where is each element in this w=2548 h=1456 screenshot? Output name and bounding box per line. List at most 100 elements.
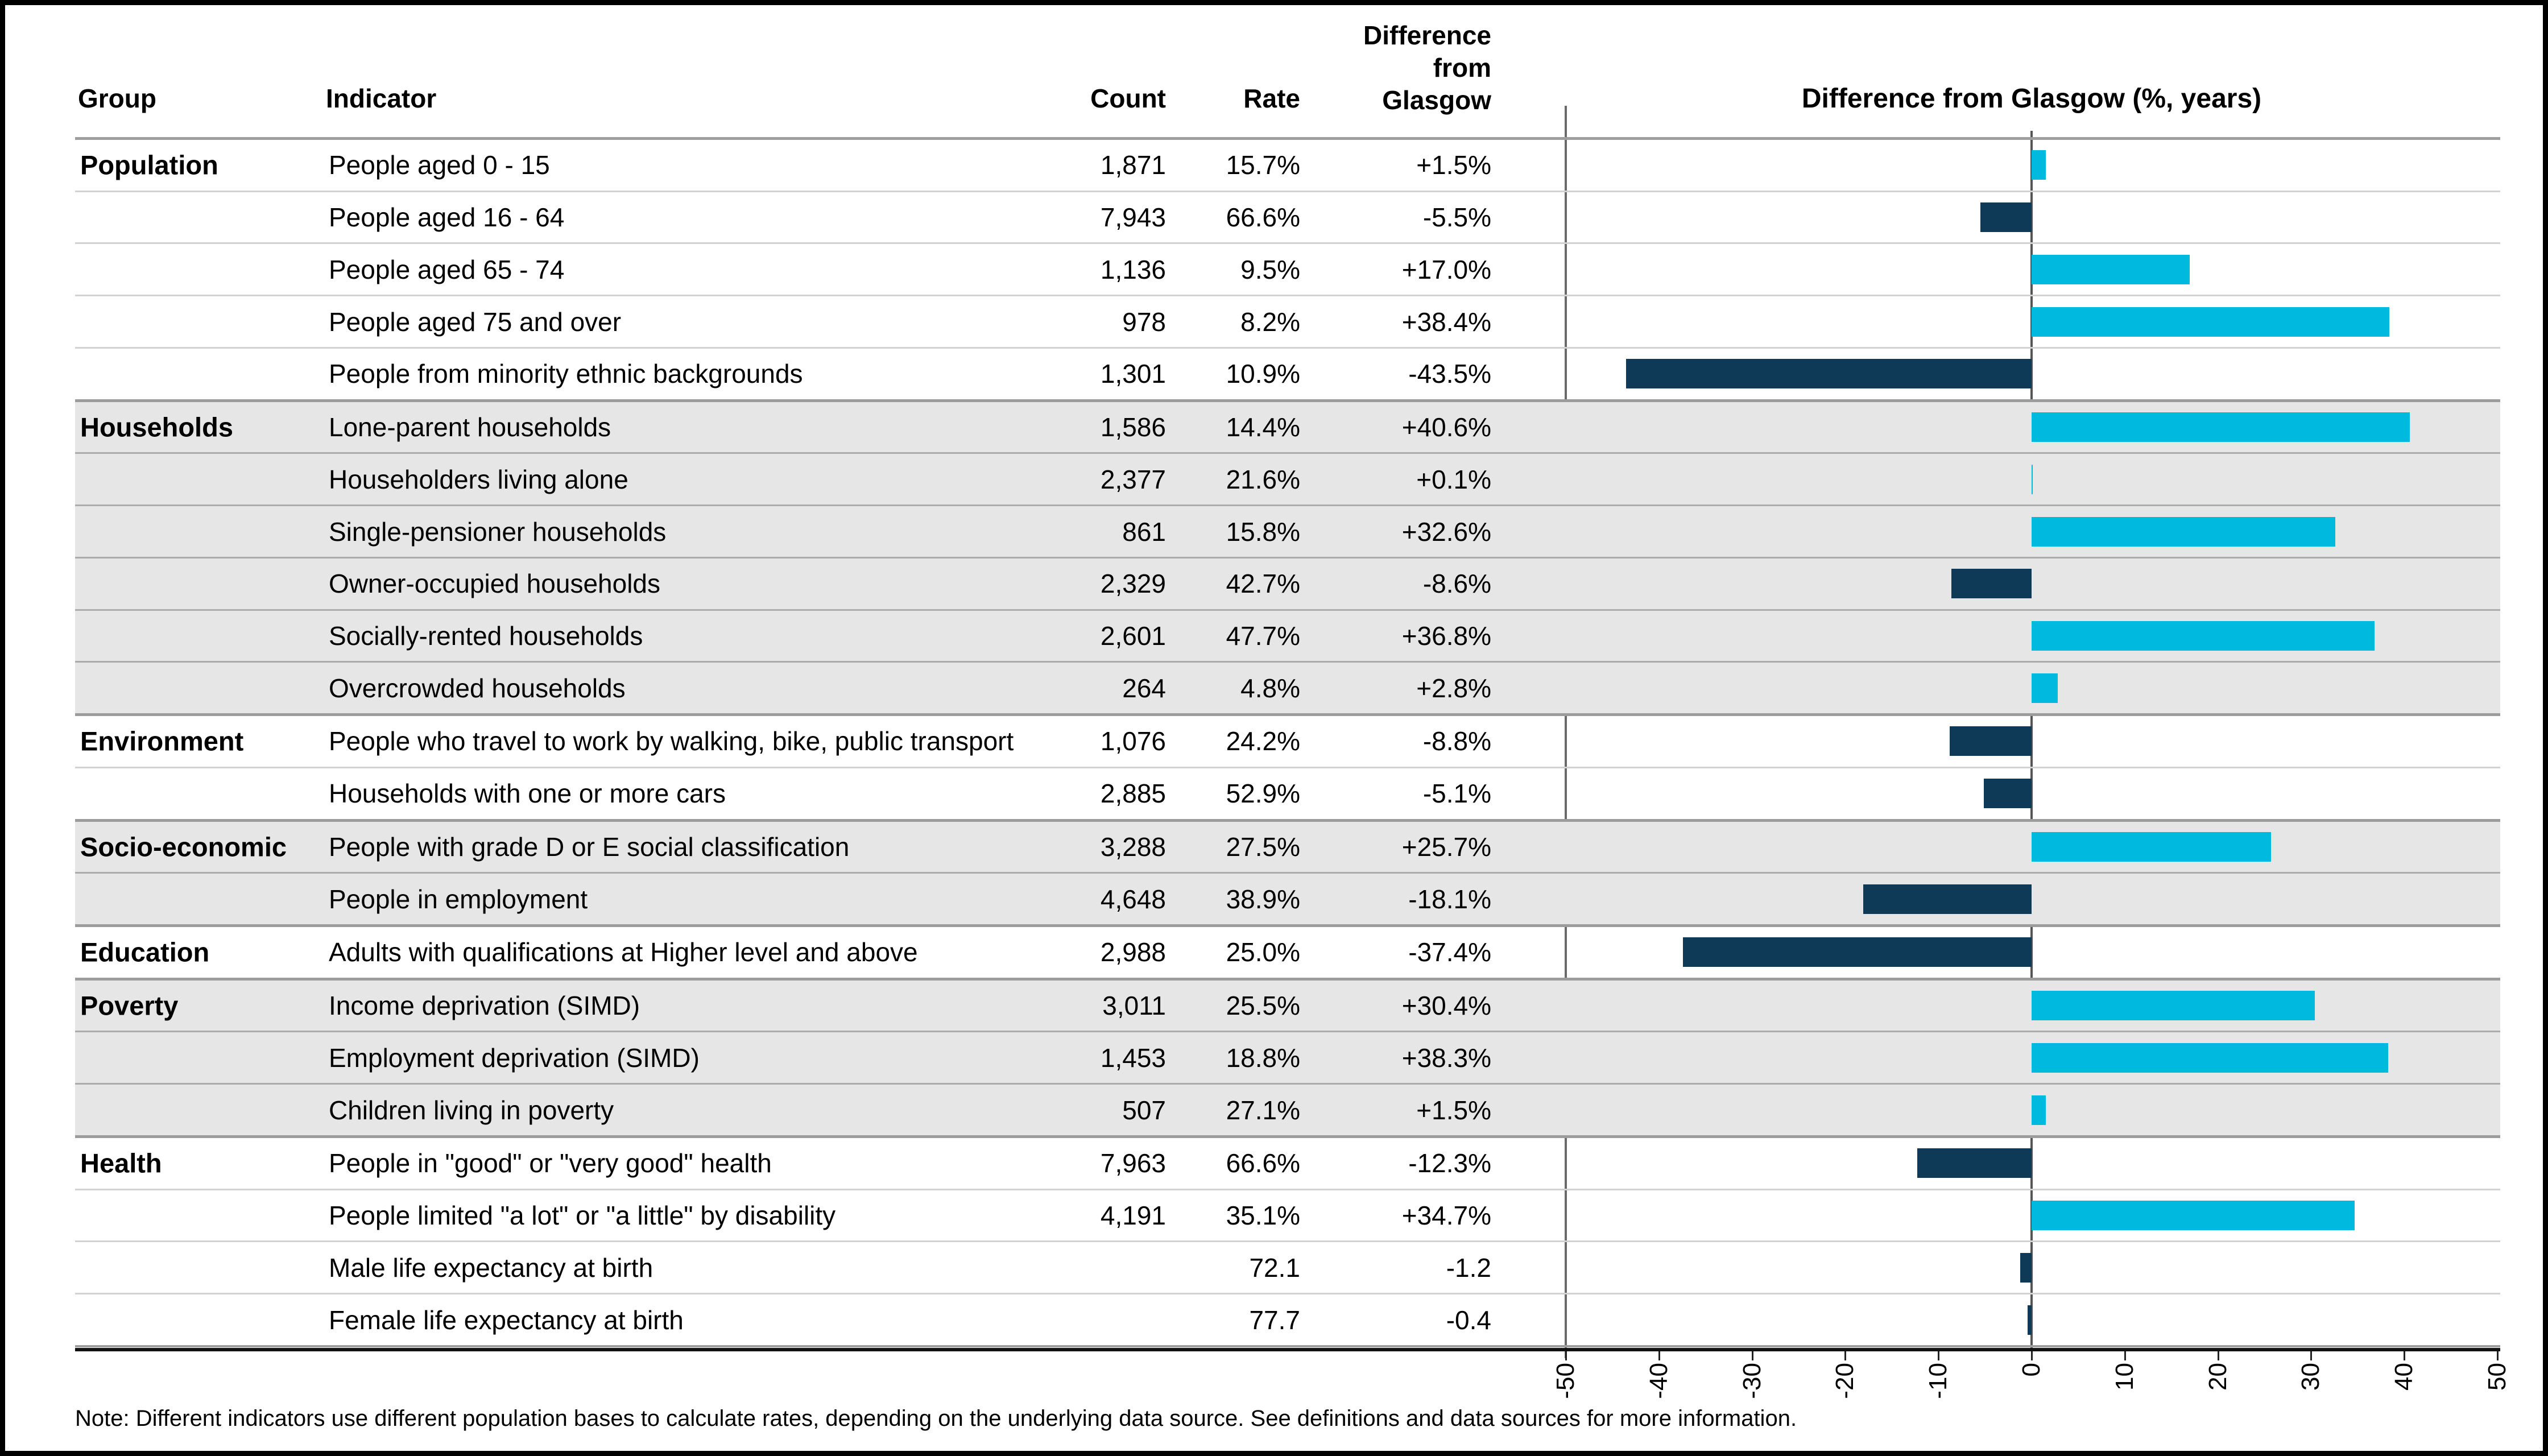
- difference-value: +40.6%: [1401, 412, 1491, 442]
- x-axis-tick: [2404, 1351, 2406, 1360]
- rate-value: 21.6%: [1226, 464, 1300, 494]
- indicator-label: Socially-rented households: [329, 621, 643, 651]
- count-value: 1,076: [1100, 726, 1166, 756]
- indicator-label: People aged 65 - 74: [329, 254, 565, 284]
- table-row: Male life expectancy at birth 72.1 -1.2: [75, 1240, 2500, 1293]
- count-value: 3,011: [1102, 991, 1166, 1021]
- x-axis-tick: [1565, 1351, 1567, 1360]
- rate-value: 42.7%: [1226, 569, 1300, 599]
- indicator-label: People with grade D or E social classifi…: [329, 832, 850, 862]
- rate-value: 10.9%: [1226, 359, 1300, 389]
- x-axis-tick-label: -30: [1738, 1363, 1766, 1399]
- count-value: 978: [1122, 307, 1166, 337]
- group-label: Poverty: [80, 990, 179, 1021]
- difference-bar: [2020, 1252, 2032, 1283]
- indicator-label: Single-pensioner households: [329, 516, 667, 547]
- table-row: Environment People who travel to work by…: [75, 713, 2500, 767]
- table-row: Education Adults with qualifications at …: [75, 924, 2500, 978]
- x-axis-tick-label: 30: [2297, 1363, 2325, 1391]
- indicator-label: Adults with qualifications at Higher lev…: [329, 937, 918, 967]
- count-value: 1,301: [1100, 359, 1166, 389]
- difference-bar: [1626, 359, 2032, 389]
- table-row: People aged 65 - 74 1,136 9.5% +17.0%: [75, 242, 2500, 295]
- group-label: Health: [80, 1148, 162, 1178]
- column-header-count: Count: [1090, 84, 1166, 113]
- profile-table: Population People aged 0 - 15 1,871 15.7…: [75, 137, 2500, 1345]
- x-axis-tick-label: 40: [2390, 1363, 2418, 1391]
- x-axis-tick: [1751, 1351, 1753, 1360]
- x-axis-tick: [1658, 1351, 1660, 1360]
- difference-value: +38.3%: [1401, 1043, 1491, 1073]
- table-row: Employment deprivation (SIMD) 1,453 18.8…: [75, 1031, 2500, 1083]
- x-axis-tick-label: -50: [1552, 1363, 1579, 1399]
- table-row: Householders living alone 2,377 21.6% +0…: [75, 452, 2500, 505]
- column-header-difference-line1: Difference: [1363, 20, 1491, 50]
- count-value: 1,136: [1100, 254, 1166, 284]
- difference-value: +25.7%: [1401, 832, 1491, 862]
- difference-value: -1.2: [1446, 1252, 1491, 1283]
- difference-bar: [2032, 254, 2190, 284]
- count-value: 4,648: [1100, 884, 1166, 914]
- indicator-label: People limited "a lot" or "a little" by …: [329, 1201, 836, 1231]
- chart-left-boundary-line: [1565, 106, 1567, 1358]
- count-value: 2,988: [1100, 937, 1166, 967]
- difference-bar: [2032, 673, 2058, 703]
- difference-bar: [2032, 412, 2410, 442]
- x-axis-tick-label: -40: [1644, 1363, 1673, 1399]
- rate-value: 18.8%: [1226, 1043, 1300, 1073]
- table-row: People limited "a lot" or "a little" by …: [75, 1188, 2500, 1241]
- rate-value: 25.5%: [1226, 991, 1300, 1021]
- difference-bar: [2032, 621, 2375, 651]
- difference-value: -37.4%: [1408, 937, 1491, 967]
- rate-value: 15.7%: [1226, 150, 1300, 180]
- x-axis-tick: [1844, 1351, 1847, 1360]
- table-row: Poverty Income deprivation (SIMD) 3,011 …: [75, 977, 2500, 1031]
- table-row: Health People in "good" or "very good" h…: [75, 1135, 2500, 1189]
- indicator-label: Income deprivation (SIMD): [329, 991, 640, 1021]
- count-value: 507: [1122, 1095, 1166, 1125]
- column-header-difference: Difference from Glasgow: [1298, 19, 1491, 117]
- count-value: 7,963: [1100, 1148, 1166, 1178]
- table-row: Children living in poverty 507 27.1% +1.…: [75, 1083, 2500, 1135]
- difference-value: -8.6%: [1422, 569, 1491, 599]
- count-value: 4,191: [1100, 1201, 1166, 1231]
- indicator-label: People aged 16 - 64: [329, 202, 565, 233]
- count-value: 861: [1122, 516, 1166, 547]
- table-row: Households with one or more cars 2,885 5…: [75, 766, 2500, 819]
- count-value: 3,288: [1100, 832, 1166, 862]
- difference-bar: [2032, 832, 2271, 862]
- x-axis-tick: [2497, 1351, 2499, 1360]
- x-axis-tick-label: -10: [1924, 1363, 1953, 1399]
- rate-value: 25.0%: [1226, 937, 1300, 967]
- table-row: Socio-economic People with grade D or E …: [75, 818, 2500, 872]
- difference-bar: [1863, 884, 2032, 914]
- group-label: Environment: [80, 726, 244, 756]
- count-value: 2,377: [1100, 464, 1166, 494]
- x-axis-tick: [2031, 1351, 2033, 1360]
- table-bottom-rule: [75, 1345, 2500, 1347]
- rate-value: 27.5%: [1226, 832, 1300, 862]
- table-row: People in employment 4,648 38.9% -18.1%: [75, 872, 2500, 925]
- x-axis-tick-label: 50: [2483, 1363, 2511, 1391]
- difference-bar: [2032, 1095, 2046, 1125]
- difference-value: -0.4: [1446, 1305, 1491, 1335]
- rate-value: 72.1: [1249, 1252, 1300, 1283]
- difference-bar: [2032, 1201, 2355, 1231]
- rate-value: 47.7%: [1226, 621, 1300, 651]
- indicator-label: Male life expectancy at birth: [329, 1252, 653, 1283]
- rate-value: 52.9%: [1226, 779, 1300, 809]
- difference-value: +2.8%: [1416, 673, 1491, 703]
- table-row: Single-pensioner households 861 15.8% +3…: [75, 504, 2500, 557]
- count-value: 2,601: [1100, 621, 1166, 651]
- rate-value: 35.1%: [1226, 1201, 1300, 1231]
- x-axis-tick: [2124, 1351, 2126, 1360]
- group-label: Education: [80, 937, 210, 967]
- difference-value: -5.5%: [1422, 202, 1491, 233]
- indicator-label: People aged 75 and over: [329, 307, 622, 337]
- indicator-label: People from minority ethnic backgrounds: [329, 359, 803, 389]
- difference-bar: [2032, 991, 2315, 1021]
- difference-value: +38.4%: [1401, 307, 1491, 337]
- difference-value: +1.5%: [1416, 150, 1491, 180]
- difference-bar: [2032, 464, 2033, 494]
